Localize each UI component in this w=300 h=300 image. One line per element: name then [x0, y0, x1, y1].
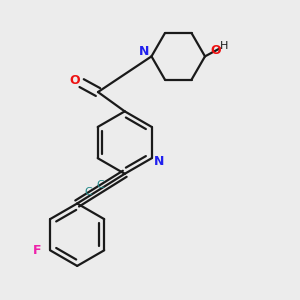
Text: H: H	[220, 41, 229, 51]
Text: F: F	[33, 244, 41, 257]
Text: C: C	[96, 180, 104, 190]
Text: N: N	[154, 154, 164, 168]
Text: O: O	[210, 44, 221, 57]
Text: O: O	[70, 74, 80, 87]
Text: N: N	[139, 45, 149, 58]
Text: C: C	[85, 187, 93, 197]
